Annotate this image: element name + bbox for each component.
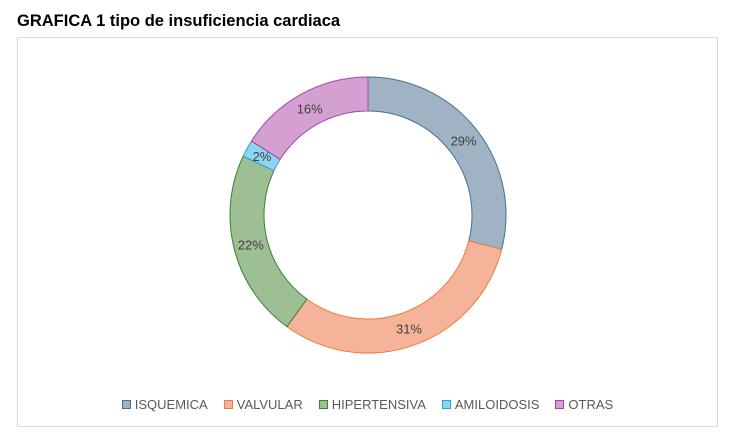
legend-swatch [121, 400, 131, 409]
legend-label: HIPERTENSIVA [331, 397, 426, 412]
legend-swatch [318, 400, 328, 409]
data-label-hipertensiva: 22% [238, 238, 264, 253]
legend-label: AMILOIDOSIS [454, 397, 540, 412]
data-label-amiloidosis: 2% [253, 149, 272, 164]
slice-isquemica[interactable] [367, 76, 507, 250]
slice-otras[interactable] [250, 76, 369, 160]
legend-swatch [223, 400, 233, 409]
legend-item-valvular[interactable]: VALVULAR [223, 397, 303, 412]
slice-valvular[interactable] [286, 240, 503, 354]
legend-item-amiloidosis[interactable]: AMILOIDOSIS [441, 397, 540, 412]
data-label-isquemica: 29% [451, 133, 477, 148]
legend-label: VALVULAR [236, 397, 303, 412]
chart-legend: ISQUEMICA VALVULAR HIPERTENSIVA AMILOIDOSIS… [18, 397, 717, 412]
legend-label: OTRAS [568, 397, 614, 412]
legend-item-otras[interactable]: OTRAS [555, 397, 613, 412]
data-label-valvular: 31% [396, 321, 422, 336]
data-label-otras: 16% [297, 101, 323, 116]
chart-area: 29% 31% 22% 2% 16% ISQUEMICA VALVULAR HIPERTEN… [17, 37, 718, 427]
legend-item-isquemica[interactable]: ISQUEMICA [121, 397, 208, 412]
donut-chart: 29% 31% 22% 2% 16% [229, 76, 507, 354]
legend-item-hipertensiva[interactable]: HIPERTENSIVA [318, 397, 426, 412]
legend-swatch [555, 400, 565, 409]
page-title: GRAFICA 1 tipo de insuficiencia cardiaca [17, 12, 341, 30]
legend-swatch [441, 400, 451, 409]
legend-label: ISQUEMICA [134, 397, 208, 412]
